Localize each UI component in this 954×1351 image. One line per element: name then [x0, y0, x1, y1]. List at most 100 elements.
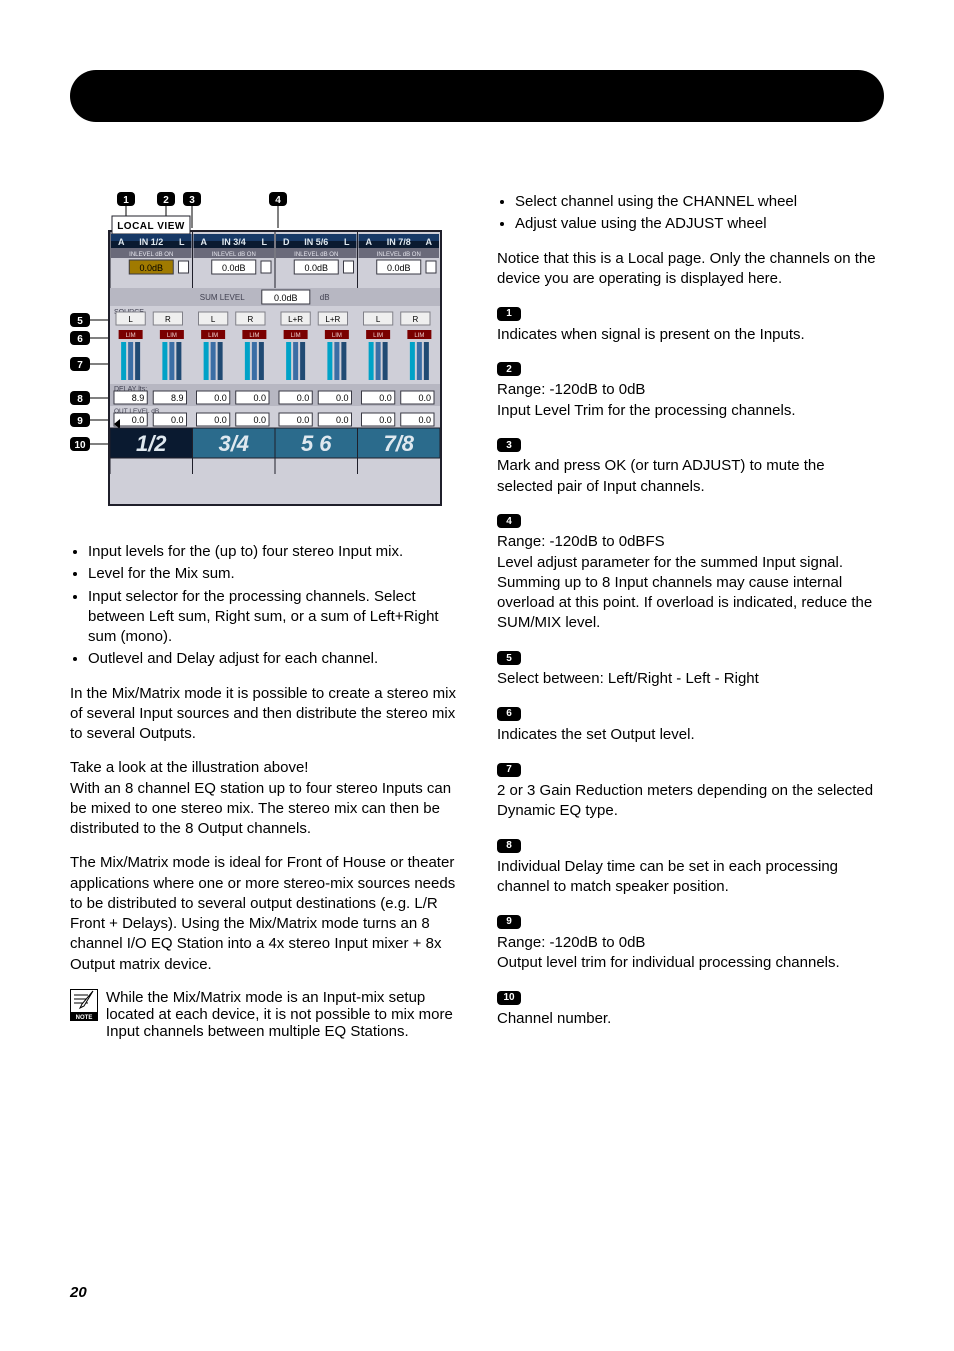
svg-text:0.0: 0.0	[336, 415, 349, 425]
callout-badge: 9	[497, 915, 521, 929]
callout-description: 1 Indicates when signal is present on the…	[497, 303, 884, 345]
note-text: While the Mix/Matrix mode is an Input-mi…	[106, 989, 457, 1040]
svg-text:SUM LEVEL: SUM LEVEL	[200, 293, 245, 302]
svg-text:A: A	[366, 237, 373, 247]
device-screenshot: 12345678910LOCAL VIEWAIN 1/2LINLEVEL dB …	[70, 192, 450, 512]
svg-text:10: 10	[74, 440, 86, 451]
callout-badge: 3	[497, 438, 521, 452]
svg-text:L+R: L+R	[288, 315, 303, 324]
svg-text:LIM: LIM	[373, 333, 383, 339]
svg-text:5: 5	[77, 316, 83, 327]
svg-text:7: 7	[77, 360, 83, 371]
svg-text:3: 3	[189, 195, 195, 206]
svg-text:NOTE: NOTE	[76, 1015, 93, 1021]
operation-bullets: Select channel using the CHANNEL wheelAd…	[497, 192, 884, 235]
svg-text:1: 1	[123, 195, 129, 206]
callout-text: Range: -120dB to 0dBInput Level Trim for…	[497, 380, 884, 421]
left-column: 12345678910LOCAL VIEWAIN 1/2LINLEVEL dB …	[70, 192, 457, 1043]
svg-text:L: L	[262, 237, 268, 247]
svg-text:9: 9	[77, 416, 83, 427]
callout-description: 2 Range: -120dB to 0dBInput Level Trim fo…	[497, 359, 884, 421]
svg-text:LIM: LIM	[208, 333, 218, 339]
bullet: Outlevel and Delay adjust for each chann…	[88, 649, 457, 669]
svg-text:3/4: 3/4	[218, 431, 249, 456]
callout-badge: 2	[497, 362, 521, 376]
svg-text:INLEVEL dB ON: INLEVEL dB ON	[212, 252, 256, 258]
svg-text:R: R	[247, 315, 253, 324]
svg-text:5 6: 5 6	[301, 431, 332, 456]
page-number: 20	[70, 1284, 87, 1301]
svg-text:D: D	[283, 237, 290, 247]
svg-text:4: 4	[275, 195, 281, 206]
svg-text:0.0dB: 0.0dB	[139, 263, 163, 273]
svg-text:INLEVEL dB ON: INLEVEL dB ON	[129, 252, 173, 258]
svg-text:IN 5/6: IN 5/6	[304, 237, 328, 247]
svg-text:LIM: LIM	[167, 333, 177, 339]
svg-text:LIM: LIM	[126, 333, 136, 339]
bullet: Input levels for the (up to) four stereo…	[88, 542, 457, 562]
note-icon: NOTE	[70, 989, 98, 1021]
svg-text:0.0dB: 0.0dB	[222, 263, 246, 273]
svg-text:8: 8	[77, 394, 83, 405]
svg-text:0.0: 0.0	[379, 393, 392, 403]
bullet: Adjust value using the ADJUST wheel	[515, 214, 884, 234]
callout-description: 7 2 or 3 Gain Reduction meters depending …	[497, 759, 884, 821]
svg-text:0.0dB: 0.0dB	[274, 293, 298, 303]
callout-text: Channel number.	[497, 1009, 884, 1029]
svg-text:0.0: 0.0	[132, 415, 145, 425]
note: NOTE While the Mix/Matrix mode is an Inp…	[70, 989, 457, 1040]
callout-badge: 8	[497, 839, 521, 853]
svg-text:0.0: 0.0	[253, 415, 266, 425]
callout-badge: 5	[497, 651, 521, 665]
callout-text: Indicates when signal is present on the …	[497, 325, 884, 345]
bullet: Input selector for the processing channe…	[88, 587, 457, 648]
svg-text:8.9: 8.9	[132, 393, 145, 403]
svg-text:0.0: 0.0	[336, 393, 349, 403]
callout-description: 5 Select between: Left/Right - Left - Rig…	[497, 648, 884, 690]
svg-text:LIM: LIM	[249, 333, 259, 339]
svg-text:IN 1/2: IN 1/2	[139, 237, 163, 247]
svg-text:L: L	[179, 237, 185, 247]
svg-text:L+R: L+R	[325, 315, 340, 324]
callout-text: Indicates the set Output level.	[497, 725, 884, 745]
svg-text:0.0: 0.0	[253, 393, 266, 403]
svg-text:L: L	[211, 315, 216, 324]
callout-badge: 6	[497, 707, 521, 721]
svg-text:6: 6	[77, 334, 83, 345]
svg-text:IN 7/8: IN 7/8	[387, 237, 411, 247]
svg-text:A: A	[201, 237, 208, 247]
svg-text:LIM: LIM	[332, 333, 342, 339]
svg-text:0.0: 0.0	[171, 415, 184, 425]
svg-text:INLEVEL dB ON: INLEVEL dB ON	[377, 252, 421, 258]
paragraph: In the Mix/Matrix mode it is possible to…	[70, 684, 457, 745]
svg-text:0.0: 0.0	[214, 393, 227, 403]
svg-text:7/8: 7/8	[383, 431, 414, 456]
svg-text:A: A	[118, 237, 125, 247]
svg-text:0.0: 0.0	[297, 393, 310, 403]
svg-text:IN 3/4: IN 3/4	[222, 237, 246, 247]
callout-text: Individual Delay time can be set in each…	[497, 857, 884, 898]
svg-text:0.0dB: 0.0dB	[304, 263, 328, 273]
svg-text:2: 2	[163, 195, 169, 206]
svg-text:L: L	[128, 315, 133, 324]
callout-badge: 10	[497, 991, 521, 1005]
svg-text:0.0: 0.0	[418, 415, 431, 425]
callout-description: 3Mark and press OK (or turn ADJUST) to m…	[497, 435, 884, 497]
section-header-bar	[70, 70, 884, 122]
svg-text:R: R	[412, 315, 418, 324]
svg-text:8.9: 8.9	[171, 393, 184, 403]
callout-description: 9Range: -120dB to 0dBOutput level trim f…	[497, 911, 884, 973]
svg-text:LIM: LIM	[291, 333, 301, 339]
callout-description: 10 Channel number.	[497, 987, 884, 1029]
svg-text:1/2: 1/2	[136, 431, 167, 456]
callout-badge: 4	[497, 514, 521, 528]
paragraph: Take a look at the illustration above! W…	[70, 758, 457, 839]
svg-text:dB: dB	[320, 293, 330, 302]
callout-badge: 1	[497, 307, 521, 321]
callout-badge: 7	[497, 763, 521, 777]
svg-text:A: A	[426, 237, 433, 247]
callout-description: 4Range: -120dB to 0dBFSLevel adjust para…	[497, 511, 884, 634]
callout-text: Select between: Left/Right - Left - Righ…	[497, 669, 884, 689]
callout-text: 2 or 3 Gain Reduction meters depending o…	[497, 781, 884, 822]
bullet: Select channel using the CHANNEL wheel	[515, 192, 884, 212]
